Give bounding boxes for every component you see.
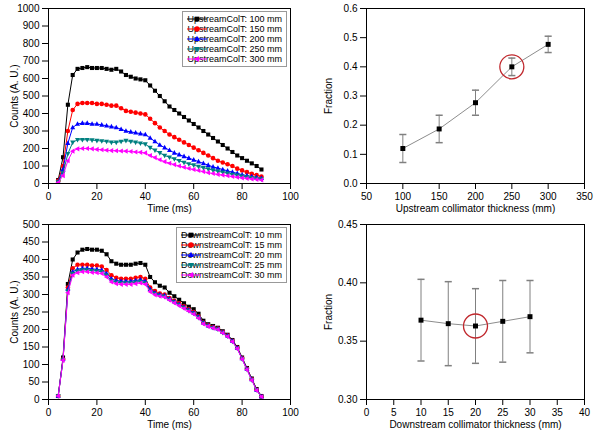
svg-text:0: 0 bbox=[364, 407, 370, 418]
svg-text:60: 60 bbox=[188, 407, 200, 418]
svg-text:0.5: 0.5 bbox=[344, 32, 358, 43]
svg-text:350: 350 bbox=[576, 191, 593, 202]
svg-text:20: 20 bbox=[91, 191, 103, 202]
svg-text:40: 40 bbox=[140, 191, 152, 202]
svg-text:30: 30 bbox=[524, 407, 536, 418]
svg-text:600: 600 bbox=[23, 73, 40, 84]
svg-text:300: 300 bbox=[23, 289, 40, 300]
svg-text:200: 200 bbox=[23, 143, 40, 154]
html-text:UpstreamColT: 250 mm: UpstreamColT: 250 mm bbox=[187, 44, 282, 54]
svg-text:Counts (A. U.): Counts (A. U.) bbox=[9, 64, 20, 127]
svg-text:80: 80 bbox=[237, 407, 249, 418]
svg-text:0.6: 0.6 bbox=[344, 3, 358, 14]
svg-text:Time (ms): Time (ms) bbox=[147, 419, 192, 430]
svg-text:80: 80 bbox=[237, 191, 249, 202]
svg-text:200: 200 bbox=[23, 324, 40, 335]
html-text:DownstreamColT: 30 mm: DownstreamColT: 30 mm bbox=[181, 270, 282, 280]
svg-text:400: 400 bbox=[23, 254, 40, 265]
svg-text:Time (ms): Time (ms) bbox=[147, 203, 192, 214]
svg-text:10: 10 bbox=[415, 407, 427, 418]
svg-text:0.1: 0.1 bbox=[344, 149, 358, 160]
svg-text:Counts (A. U.): Counts (A. U.) bbox=[9, 280, 20, 343]
svg-text:0: 0 bbox=[46, 407, 52, 418]
html-text:UpstreamColT: 100 mm: UpstreamColT: 100 mm bbox=[187, 14, 282, 24]
html-text:UpstreamColT: 150 mm: UpstreamColT: 150 mm bbox=[187, 24, 282, 34]
svg-text:400: 400 bbox=[23, 108, 40, 119]
svg-text:100: 100 bbox=[282, 407, 299, 418]
svg-text:0: 0 bbox=[34, 394, 40, 405]
svg-text:0: 0 bbox=[46, 191, 52, 202]
svg-text:0.45: 0.45 bbox=[338, 219, 358, 230]
svg-text:800: 800 bbox=[23, 38, 40, 49]
svg-text:700: 700 bbox=[23, 55, 40, 66]
svg-text:40: 40 bbox=[579, 407, 591, 418]
svg-text:15: 15 bbox=[443, 407, 455, 418]
svg-text:Downstream collimator thicknes: Downstream collimator thickness (mm) bbox=[389, 419, 561, 430]
svg-text:25: 25 bbox=[497, 407, 509, 418]
svg-text:1000: 1000 bbox=[17, 3, 40, 14]
svg-text:0.4: 0.4 bbox=[344, 61, 358, 72]
svg-text:5: 5 bbox=[391, 407, 397, 418]
svg-text:150: 150 bbox=[23, 341, 40, 352]
svg-text:150: 150 bbox=[431, 191, 448, 202]
svg-text:300: 300 bbox=[23, 125, 40, 136]
svg-text:40: 40 bbox=[140, 407, 152, 418]
svg-text:Fraction: Fraction bbox=[323, 294, 334, 330]
svg-text:250: 250 bbox=[503, 191, 520, 202]
svg-text:50: 50 bbox=[28, 376, 40, 387]
html-text:DownstreamColT: 20 mm: DownstreamColT: 20 mm bbox=[181, 250, 282, 260]
svg-text:250: 250 bbox=[23, 306, 40, 317]
html-text:UpstreamColT: 200 mm: UpstreamColT: 200 mm bbox=[187, 34, 282, 44]
svg-text:0.2: 0.2 bbox=[344, 119, 358, 130]
svg-text:300: 300 bbox=[540, 191, 557, 202]
html-text:DownstreamColT: 10 mm: DownstreamColT: 10 mm bbox=[181, 230, 282, 240]
svg-text:20: 20 bbox=[470, 407, 482, 418]
svg-text:20: 20 bbox=[91, 407, 103, 418]
svg-text:900: 900 bbox=[23, 20, 40, 31]
svg-text:0.3: 0.3 bbox=[344, 90, 358, 101]
svg-text:450: 450 bbox=[23, 236, 40, 247]
svg-text:60: 60 bbox=[188, 191, 200, 202]
html-text:DownstreamColT: 15 mm: DownstreamColT: 15 mm bbox=[181, 240, 282, 250]
svg-text:0.30: 0.30 bbox=[338, 394, 358, 405]
svg-text:35: 35 bbox=[552, 407, 564, 418]
svg-text:100: 100 bbox=[23, 160, 40, 171]
svg-text:100: 100 bbox=[394, 191, 411, 202]
svg-text:Fraction: Fraction bbox=[323, 78, 334, 114]
svg-text:100: 100 bbox=[282, 191, 299, 202]
svg-text:0.40: 0.40 bbox=[338, 277, 358, 288]
svg-text:0: 0 bbox=[34, 178, 40, 189]
svg-text:200: 200 bbox=[467, 191, 484, 202]
svg-text:500: 500 bbox=[23, 90, 40, 101]
svg-text:0.35: 0.35 bbox=[338, 335, 358, 346]
svg-text:Upstream collimator thickness: Upstream collimator thickness (mm) bbox=[396, 203, 555, 214]
svg-text:50: 50 bbox=[361, 191, 373, 202]
svg-text:100: 100 bbox=[23, 359, 40, 370]
svg-text:500: 500 bbox=[23, 219, 40, 230]
svg-text:350: 350 bbox=[23, 271, 40, 282]
html-text:UpstreamColT: 300 mm: UpstreamColT: 300 mm bbox=[187, 54, 282, 64]
html-text:DownstreamColT: 25 mm: DownstreamColT: 25 mm bbox=[181, 260, 282, 270]
svg-text:0.0: 0.0 bbox=[344, 178, 358, 189]
